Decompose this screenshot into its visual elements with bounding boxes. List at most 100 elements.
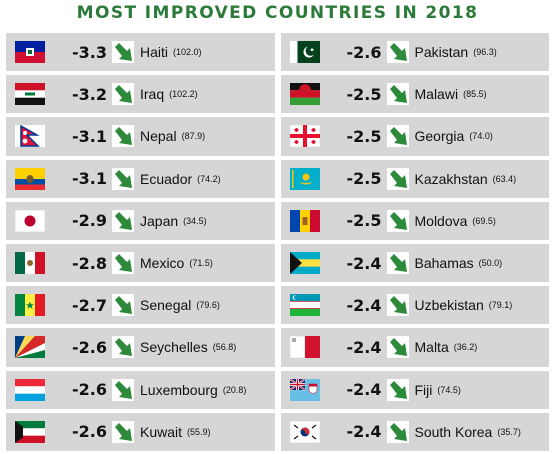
down-right-arrow-icon: [386, 167, 409, 190]
page-title: MOST IMPROVED COUNTRIES IN 2018: [76, 3, 479, 23]
fiji-flag-icon: [289, 378, 320, 401]
change-value: -2.4: [346, 422, 382, 442]
change-value: -2.6: [72, 380, 107, 400]
down-right-arrow-icon: [112, 252, 134, 275]
country-row-south-korea: -2.4 South Korea (35.7): [280, 412, 549, 451]
country-name: Bahamas: [414, 255, 474, 272]
country-row-kazakhstan: -2.5 Kazakhstan (63.4): [280, 159, 549, 198]
kuwait-flag-icon: [15, 420, 45, 443]
down-right-arrow-icon: [386, 252, 409, 275]
down-right-arrow-icon: [386, 41, 409, 64]
down-right-arrow-icon: [386, 125, 409, 148]
country-name: Georgia: [414, 128, 465, 145]
south-korea-flag-icon: [289, 420, 320, 443]
country-score: (102.2): [169, 89, 198, 100]
down-right-arrow-icon: [112, 378, 134, 401]
down-right-arrow-icon: [112, 167, 134, 190]
country-name: Malta: [414, 339, 449, 356]
change-value: -2.5: [346, 126, 382, 146]
country-score: (20.8): [222, 384, 247, 395]
georgia-flag-icon: [289, 125, 320, 148]
country-score: (85.5): [463, 89, 487, 100]
nepal-flag-icon: [15, 125, 45, 148]
country-score: (63.4): [492, 173, 517, 184]
down-right-arrow-icon: [112, 336, 134, 359]
country-score: (102.0): [173, 47, 202, 58]
down-right-arrow-icon: [386, 336, 409, 359]
country-name: Nepal: [140, 128, 177, 145]
country-score: (50.0): [478, 258, 503, 269]
country-name: Pakistan: [414, 44, 469, 61]
country-name: Mexico: [140, 255, 185, 272]
malawi-flag-icon: [289, 83, 320, 106]
country-name: Moldova: [414, 212, 468, 229]
change-value: -2.6: [346, 42, 382, 62]
country-row-senegal: -2.7 Senegal (79.6): [6, 286, 275, 325]
country-row-uzbekistan: -2.4 Uzbekistan (79.1): [280, 286, 549, 325]
country-row-iraq: -3.2 Iraq (102.2): [6, 75, 275, 114]
country-row-bahamas: -2.4 Bahamas (50.0): [280, 244, 549, 283]
change-value: -3.2: [72, 84, 107, 104]
down-right-arrow-icon: [386, 420, 409, 443]
country-name: Senegal: [140, 297, 192, 314]
country-row-pakistan: -2.6 Pakistan (96.3): [280, 33, 549, 72]
country-score: (74.5): [437, 384, 461, 395]
senegal-flag-icon: [15, 294, 45, 317]
country-row-haiti: -3.3 Haiti (102.0): [6, 33, 275, 72]
country-score: (79.6): [196, 300, 220, 311]
country-name: Haiti: [140, 44, 169, 61]
change-value: -2.4: [346, 337, 382, 357]
pakistan-flag-icon: [289, 41, 320, 64]
down-right-arrow-icon: [112, 41, 134, 64]
down-right-arrow-icon: [112, 83, 134, 106]
country-score: (87.9): [181, 131, 206, 142]
country-row-malawi: -2.5 Malawi (85.5): [280, 75, 549, 114]
japan-flag-icon: [15, 209, 45, 232]
country-row-ecuador: -3.1 Ecuador (74.2): [6, 159, 275, 198]
country-score: (34.5): [183, 215, 207, 226]
country-name: Seychelles: [140, 339, 208, 356]
uzbekistan-flag-icon: [289, 294, 320, 317]
change-value: -3.3: [72, 42, 107, 62]
country-row-kuwait: -2.6 Kuwait (55.9): [6, 412, 275, 451]
country-name: Fiji: [414, 381, 433, 398]
country-row-georgia: -2.5 Georgia (74.0): [280, 117, 549, 156]
seychelles-flag-icon: [15, 336, 45, 359]
change-value: -2.5: [346, 169, 382, 189]
country-score: (74.0): [469, 131, 493, 142]
country-name: Luxembourg: [140, 381, 218, 398]
down-right-arrow-icon: [112, 125, 134, 148]
change-value: -2.6: [72, 422, 107, 442]
change-value: -2.4: [346, 253, 382, 273]
ecuador-flag-icon: [15, 167, 45, 190]
country-name: Uzbekistan: [414, 297, 484, 314]
change-value: -3.1: [72, 126, 107, 146]
change-value: -2.6: [72, 337, 107, 357]
change-value: -2.4: [346, 380, 382, 400]
country-row-luxembourg: -2.6 Luxembourg (20.8): [6, 370, 275, 409]
change-value: -2.8: [72, 253, 107, 273]
malta-flag-icon: [289, 336, 320, 359]
down-right-arrow-icon: [112, 294, 134, 317]
country-row-nepal: -3.1 Nepal (87.9): [6, 117, 275, 156]
change-value: -2.7: [72, 295, 107, 315]
bahamas-flag-icon: [289, 252, 320, 275]
country-name: Japan: [140, 212, 179, 229]
country-row-fiji: -2.4 Fiji (74.5): [280, 370, 549, 409]
country-score: (36.2): [453, 342, 478, 353]
down-right-arrow-icon: [112, 420, 134, 443]
country-score: (56.8): [212, 342, 237, 353]
country-name: Malawi: [414, 86, 459, 103]
down-right-arrow-icon: [386, 294, 409, 317]
country-name: South Korea: [414, 423, 493, 440]
luxembourg-flag-icon: [15, 378, 45, 401]
change-value: -2.4: [346, 295, 382, 315]
country-row-japan: -2.9 Japan (34.5): [6, 201, 275, 240]
country-name: Iraq: [140, 86, 165, 103]
country-name: Kazakhstan: [414, 170, 488, 187]
change-value: -3.1: [72, 169, 107, 189]
country-name: Ecuador: [140, 170, 193, 187]
country-score: (35.7): [497, 426, 521, 437]
country-row-seychelles: -2.6 Seychelles (56.8): [6, 328, 275, 367]
country-grid: -3.3 Haiti (102.0) -2.6 Pakistan (96.3) …: [6, 33, 549, 451]
